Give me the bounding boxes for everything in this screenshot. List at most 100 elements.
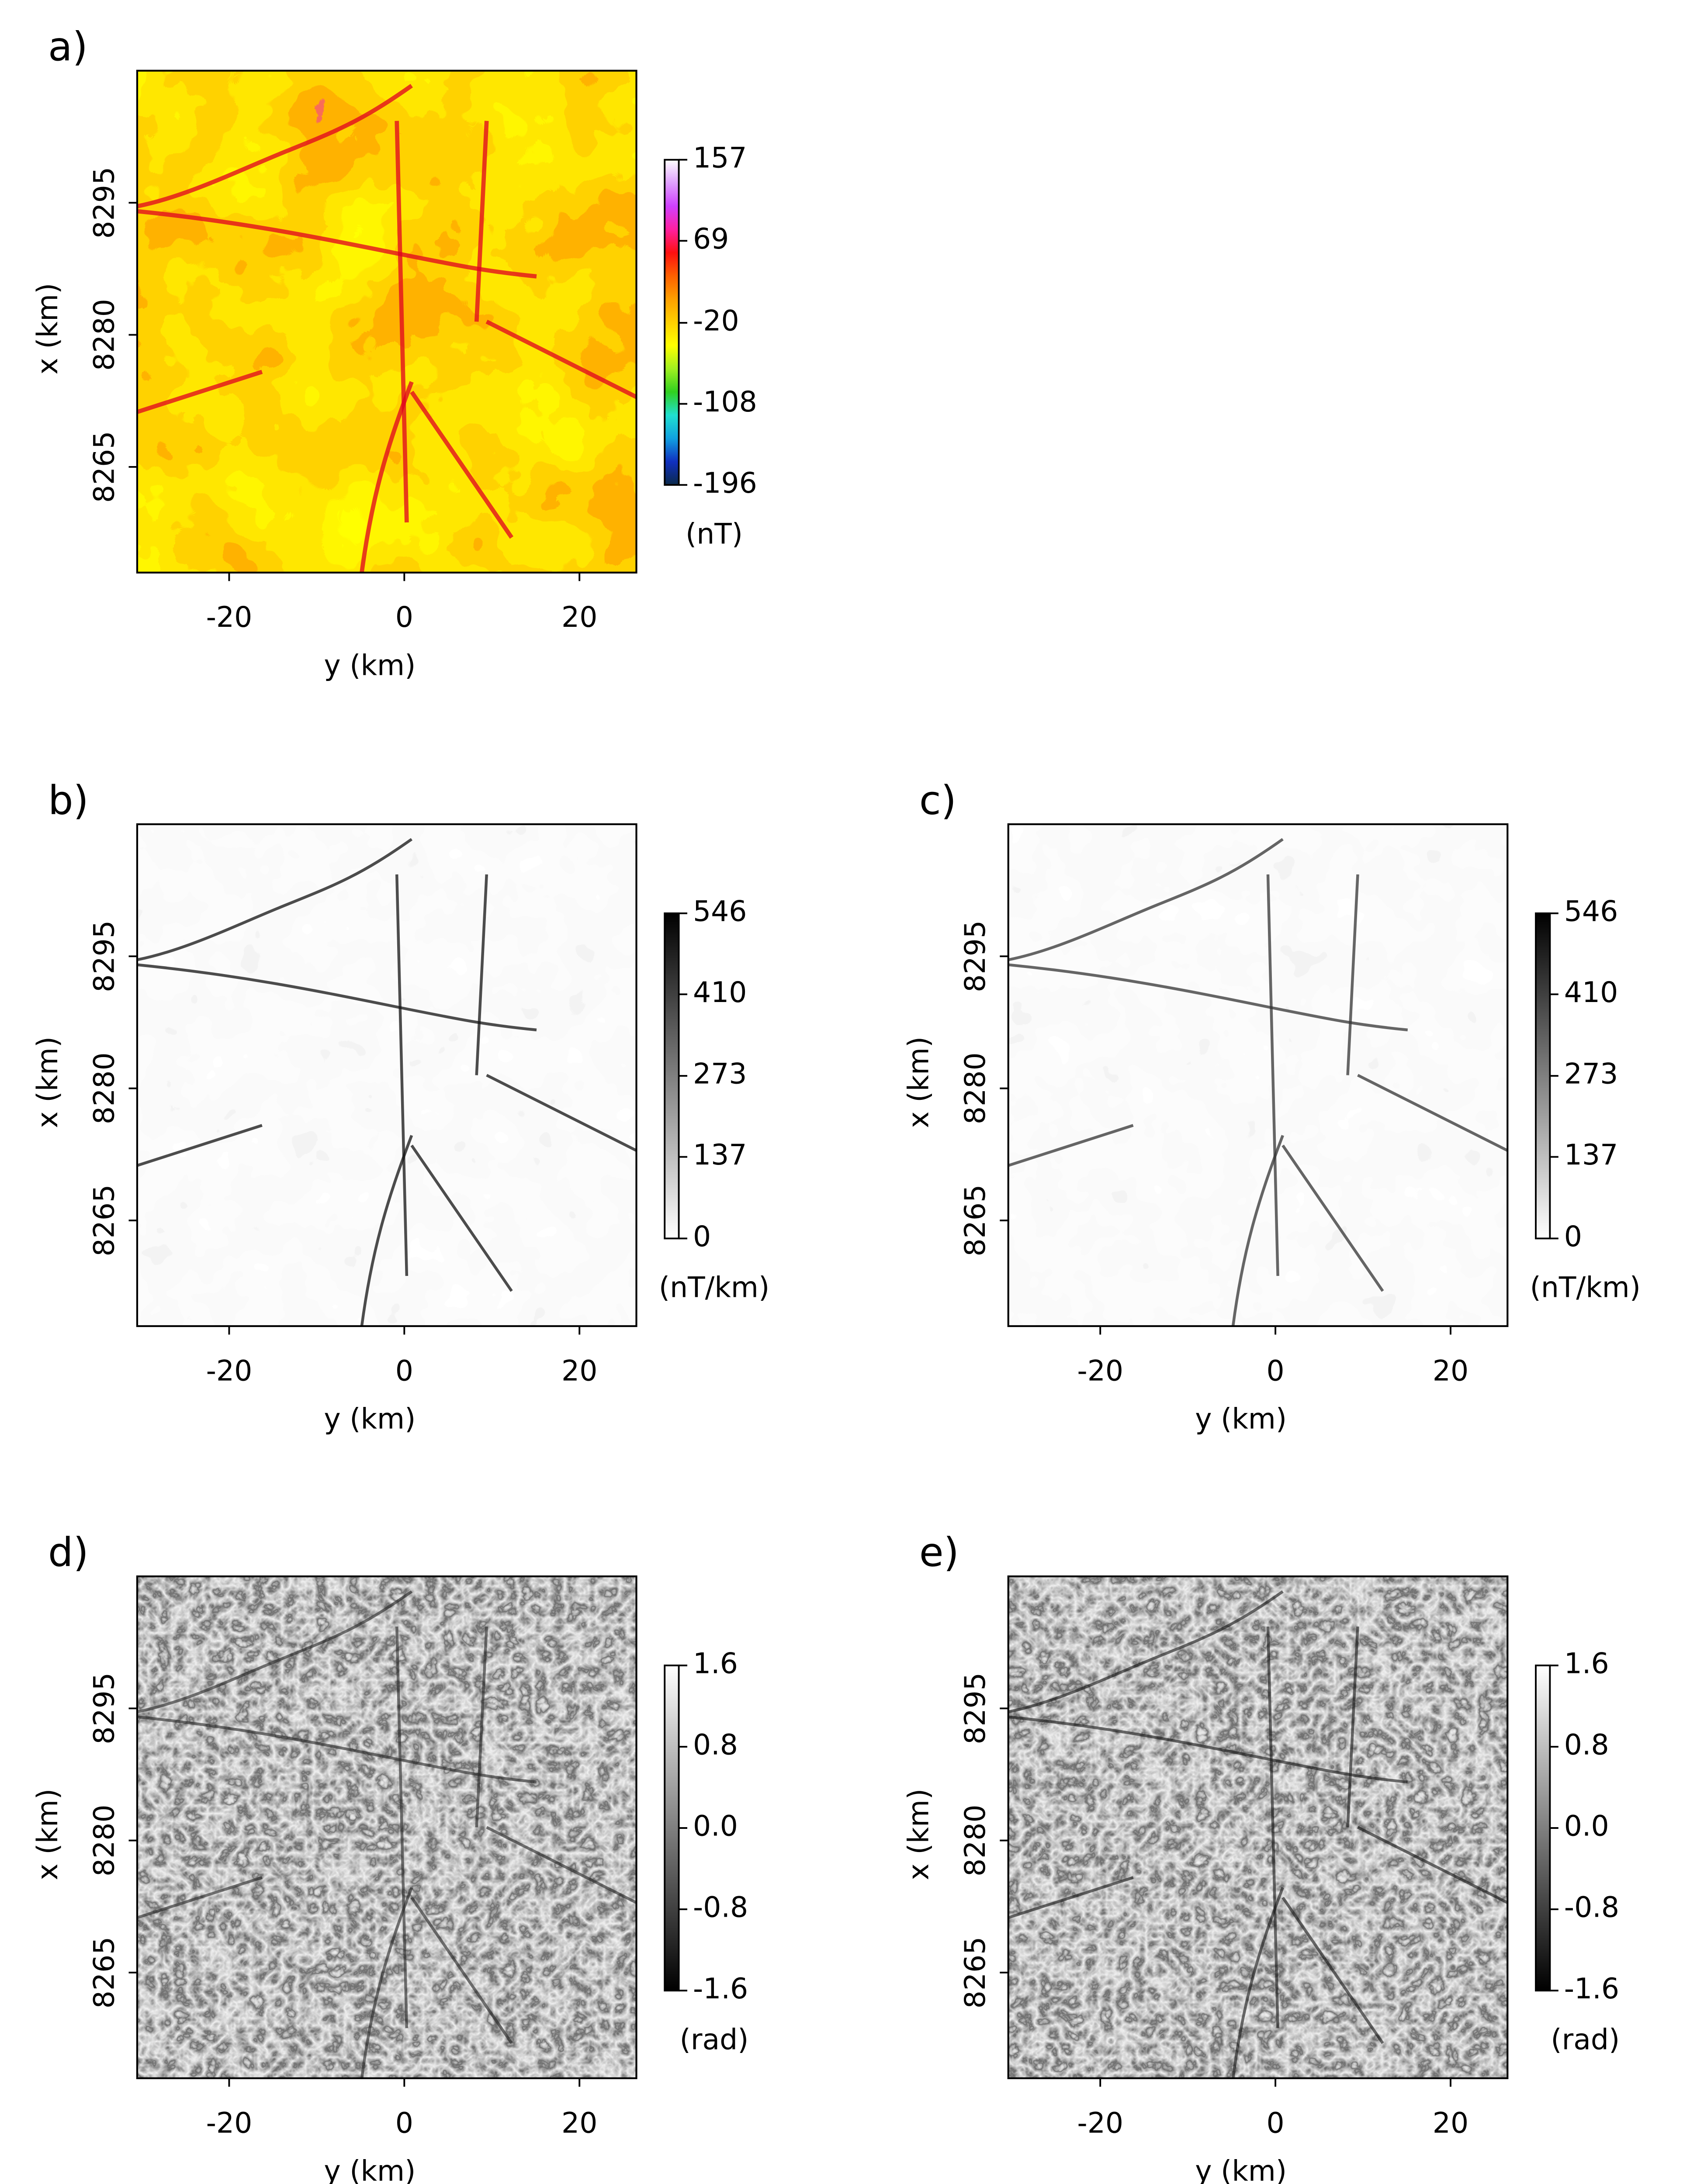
lineament — [1357, 1074, 1508, 1152]
colorbar-tick-label: 0.0 — [693, 1810, 738, 1843]
panel: c) y (km) x (km) -20 0 20 8265 8280 8295 0 137 273 4… — [903, 778, 1641, 1435]
panel-label: b) — [48, 778, 89, 823]
lineament — [1008, 838, 1284, 961]
y-axis-label: x (km) — [903, 1789, 935, 1880]
heatmap-image — [137, 824, 637, 1326]
lineament — [360, 1135, 413, 1326]
lineament — [486, 1826, 637, 1904]
colorbar — [1535, 912, 1551, 1240]
colorbar-tick-label: 273 — [693, 1058, 747, 1091]
colorbar-tick-label: 157 — [693, 142, 747, 174]
colorbar — [664, 912, 680, 1240]
lineament — [1281, 1897, 1384, 2044]
y-axis-label: x (km) — [31, 1789, 64, 1880]
lineament — [1231, 1135, 1285, 1326]
lineament — [395, 1626, 409, 2028]
lineament — [1266, 874, 1279, 1276]
colorbar-tick-label: 1.6 — [693, 1647, 738, 1680]
colorbar-tick-label: 546 — [1564, 895, 1618, 928]
colorbar-label: (nT/km) — [1530, 1271, 1641, 1304]
panel-label: c) — [919, 778, 956, 823]
x-tick-label: -20 — [1077, 1355, 1123, 1387]
heatmap-image — [1008, 824, 1508, 1326]
colorbar-tick-label: 0 — [693, 1220, 711, 1253]
heatmap-image — [137, 1576, 637, 2078]
x-axis-label: y (km) — [1195, 1403, 1287, 1435]
colorbar-label: (nT/km) — [659, 1271, 769, 1304]
y-tick-label: 8295 — [88, 920, 121, 992]
colorbar-tick-label: -20 — [693, 305, 739, 338]
x-tick-label: 0 — [1267, 2107, 1285, 2139]
x-tick-label: 20 — [561, 1355, 597, 1387]
lineament — [475, 1626, 488, 1828]
x-tick-label: -20 — [206, 1355, 253, 1387]
lineament — [137, 1876, 263, 1919]
colorbar-tick-label: -1.6 — [693, 1973, 748, 2005]
lineament — [475, 874, 488, 1075]
colorbar — [1535, 1664, 1551, 1992]
panel: a) y (km) x (km) -20 0 20 8265 8280 8295 -196 -108… — [31, 24, 757, 682]
x-tick-label: 20 — [561, 2107, 597, 2139]
lineament — [1281, 1144, 1384, 1292]
lineament — [486, 1074, 637, 1152]
panel-label: a) — [48, 24, 88, 70]
x-tick-label: -20 — [206, 601, 253, 634]
y-tick-label: 8265 — [959, 1937, 992, 2009]
colorbar-tick-label: 1.6 — [1564, 1647, 1609, 1680]
colorbar-tick-label: 0.8 — [1564, 1728, 1609, 1761]
lineament — [137, 1124, 263, 1167]
lineament — [1266, 1626, 1279, 2028]
colorbar-label: (rad) — [1551, 2023, 1620, 2056]
y-tick-label: 8265 — [88, 1185, 121, 1257]
lineament — [137, 963, 537, 1032]
lineament — [1008, 1590, 1284, 1714]
colorbar-label: (nT) — [686, 518, 743, 550]
y-tick-label: 8295 — [959, 920, 992, 992]
x-axis-label: y (km) — [1195, 2155, 1287, 2184]
lineament — [410, 1897, 513, 2044]
y-tick-label: 8280 — [959, 1804, 992, 1876]
panel: b) y (km) x (km) -20 0 20 8265 8280 8295 0 137 273 4… — [31, 778, 769, 1435]
x-tick-label: 20 — [561, 601, 597, 634]
axes-frame — [136, 1575, 637, 2079]
y-tick-label: 8265 — [88, 431, 121, 503]
y-axis-label: x (km) — [31, 283, 64, 375]
colorbar-label: (rad) — [680, 2023, 749, 2056]
lineament — [137, 1715, 537, 1784]
lineament — [137, 838, 413, 961]
colorbar-tick-label: 273 — [1564, 1058, 1618, 1091]
colorbar-tick-label: -0.8 — [693, 1891, 748, 1924]
y-tick-label: 8295 — [88, 167, 121, 239]
colorbar — [664, 159, 680, 486]
colorbar-tick-label: 410 — [693, 976, 747, 1009]
colorbar-tick-label: 0.0 — [1564, 1810, 1609, 1843]
y-tick-label: 8280 — [88, 1052, 121, 1124]
lineament — [485, 320, 637, 399]
lineament — [395, 121, 409, 523]
lineament — [410, 1144, 513, 1292]
colorbar-tick-label: 137 — [693, 1139, 747, 1171]
panel: e) y (km) x (km) -20 0 20 8265 8280 8295 -1.6 -0.8… — [903, 1530, 1620, 2184]
lineament — [137, 209, 537, 279]
features — [1008, 838, 1508, 1326]
lineament — [1008, 1124, 1134, 1167]
x-axis-label: y (km) — [324, 649, 416, 682]
x-tick-label: 0 — [1267, 1355, 1285, 1387]
axes-frame — [136, 823, 637, 1327]
panel-label: d) — [48, 1530, 89, 1576]
lineament — [1346, 874, 1359, 1075]
y-tick-label: 8295 — [88, 1673, 121, 1745]
lineament — [1008, 963, 1408, 1032]
lineament — [474, 121, 489, 322]
x-tick-label: 0 — [395, 1355, 413, 1387]
axes-frame — [1007, 1575, 1509, 2079]
x-tick-label: -20 — [1077, 2107, 1123, 2139]
lineament — [1008, 1715, 1408, 1784]
lineament — [137, 1590, 413, 1714]
axes-frame — [136, 69, 637, 574]
lineament — [1008, 1876, 1134, 1919]
panel: d) y (km) x (km) -20 0 20 8265 8280 8295 -1.6 -0.8… — [31, 1530, 749, 2184]
colorbar-tick-label: 69 — [693, 223, 729, 256]
